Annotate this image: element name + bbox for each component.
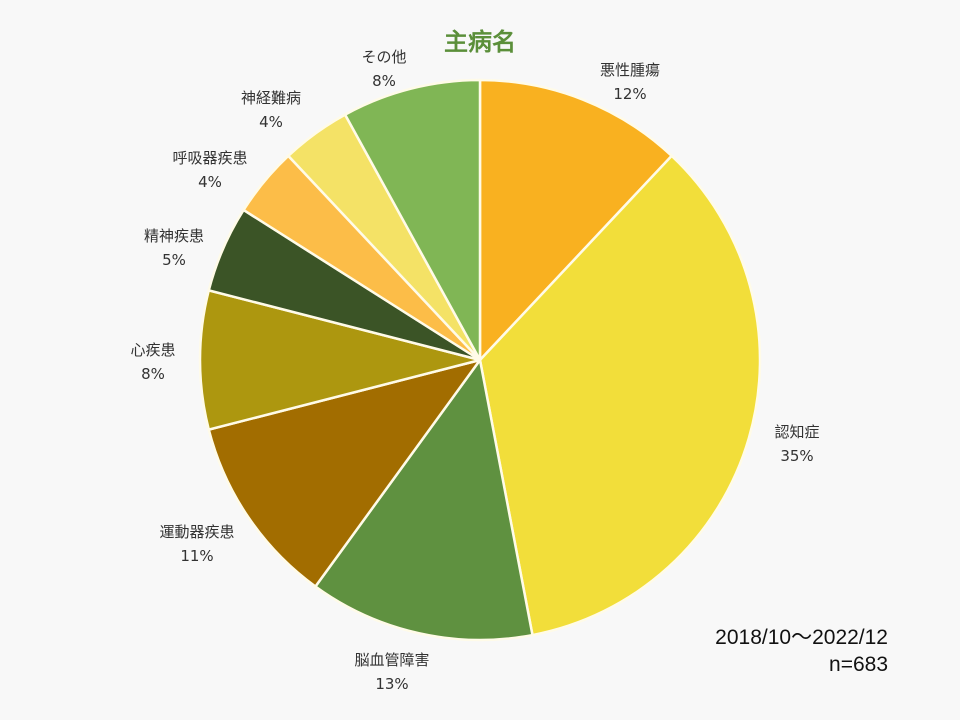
slice-label: 神経難病 4% xyxy=(241,86,301,134)
slice-label-percent: 13% xyxy=(375,675,409,693)
slice-label: 精神疾患 5% xyxy=(144,224,204,272)
slice-label: 認知症 35% xyxy=(774,420,819,468)
slice-label-percent: 11% xyxy=(180,547,214,565)
slice-label: 呼吸器疾患 4% xyxy=(172,146,247,194)
pie-slice xyxy=(343,78,482,361)
slice-label: 悪性腫瘍 12% xyxy=(600,58,660,106)
slice-label-percent: 35% xyxy=(780,447,814,465)
footnote: 2018/10～2022/12 n=683 xyxy=(715,624,888,678)
slice-label-name: 認知症 xyxy=(774,423,820,441)
slice-label-name: 神経難病 xyxy=(240,89,302,107)
date-range: 2018/10～2022/12 xyxy=(715,626,888,649)
slice-label: 脳血管障害 13% xyxy=(354,648,429,696)
pie-slice xyxy=(313,356,534,642)
slice-label-name: その他 xyxy=(361,48,407,66)
slice-label-name: 運動器疾患 xyxy=(159,523,235,541)
slice-label: 心疾患 8% xyxy=(130,338,175,386)
chart-title: 主病名 xyxy=(444,28,516,56)
slice-label-name: 精神疾患 xyxy=(143,227,205,245)
slice-label: 運動器疾患 11% xyxy=(159,520,234,568)
pie-slice xyxy=(198,288,481,432)
slice-label-percent: 12% xyxy=(613,85,647,103)
slice-label-name: 呼吸器疾患 xyxy=(172,149,248,167)
slice-label-percent: 4% xyxy=(259,113,283,131)
slice-label: その他 8% xyxy=(361,45,406,93)
slice-label-name: 心疾患 xyxy=(130,341,176,359)
slice-label-percent: 8% xyxy=(141,365,165,383)
slice-label-name: 脳血管障害 xyxy=(354,651,430,669)
slice-label-percent: 4% xyxy=(198,173,222,191)
pie-slice xyxy=(207,357,484,589)
pie-slice xyxy=(478,78,674,364)
pie-slice xyxy=(478,154,762,637)
slice-label-percent: 8% xyxy=(372,72,396,90)
slice-label-percent: 5% xyxy=(162,251,186,269)
sample-size: n=683 xyxy=(829,653,888,676)
slice-label-name: 悪性腫瘍 xyxy=(599,61,661,79)
